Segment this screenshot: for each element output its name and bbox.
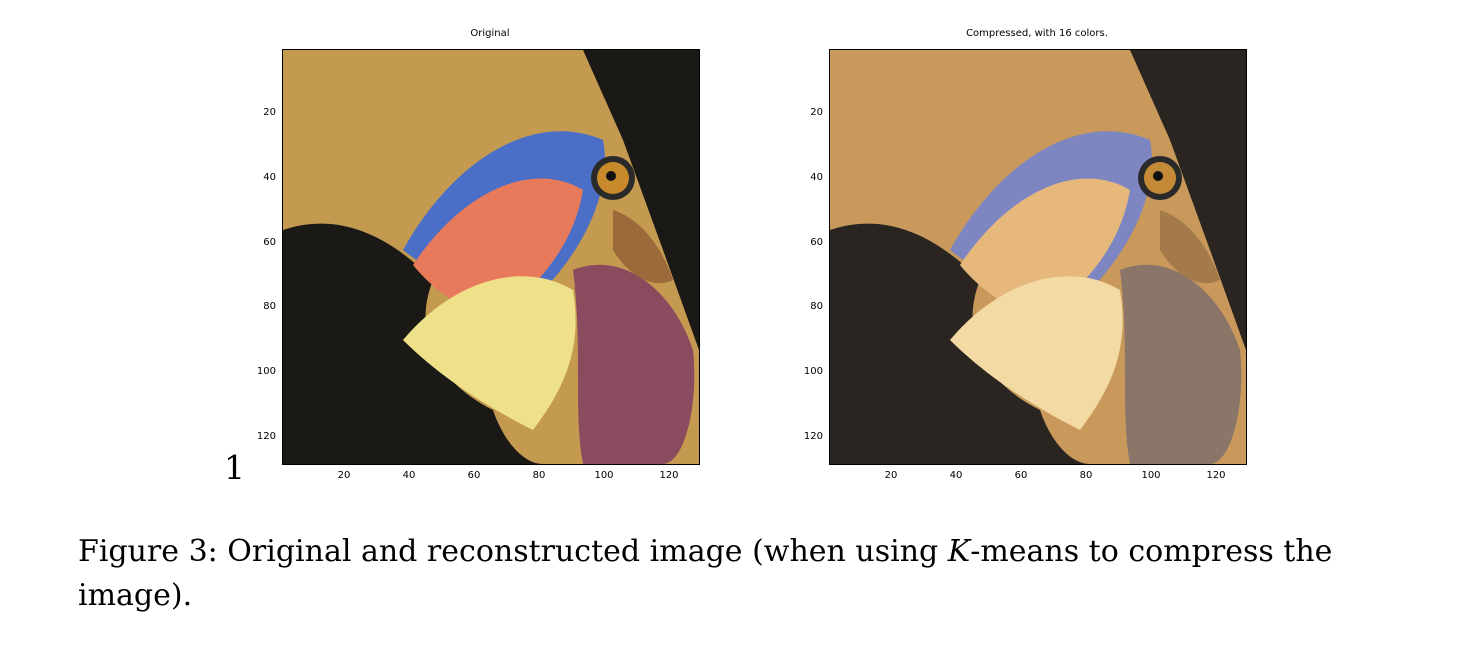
x-tick-label: 40	[402, 470, 416, 481]
page-number: 1	[224, 448, 245, 487]
neck-patch	[1160, 210, 1220, 284]
panel-title-original: Original	[470, 28, 510, 39]
x-tick-label: 100	[594, 470, 614, 481]
original-image	[282, 49, 700, 465]
y-tick-label: 20	[810, 107, 823, 118]
caption-text-end: -means to compress the image).	[78, 534, 1333, 613]
y-tick-label: 60	[263, 237, 276, 248]
figure-caption: Figure 3: Original and reconstructed ima…	[78, 530, 1408, 618]
wattle	[1120, 264, 1242, 464]
wattle	[573, 264, 695, 464]
x-tick-label: 120	[659, 470, 679, 481]
panel-title-compressed: Compressed, with 16 colors.	[966, 28, 1108, 39]
x-tick-label: 20	[337, 470, 351, 481]
eye-pupil	[606, 171, 616, 181]
dark-background-top-right	[1130, 50, 1246, 350]
caption-prefix: Figure 3:	[78, 534, 218, 569]
beak-lower	[403, 276, 576, 430]
y-tick-label: 60	[810, 237, 823, 248]
x-tick-label: 20	[884, 470, 898, 481]
x-tick-label: 80	[1079, 470, 1093, 481]
y-tick-label: 120	[256, 431, 276, 442]
compressed-image	[829, 49, 1247, 465]
beak-upper	[413, 178, 583, 320]
beak-upper	[960, 178, 1130, 320]
y-tick-label: 120	[803, 431, 823, 442]
y-tick-label: 20	[263, 107, 276, 118]
x-tick-label: 60	[467, 470, 481, 481]
y-tick-label: 80	[810, 301, 823, 312]
x-tick-label: 60	[1014, 470, 1028, 481]
y-tick-label: 40	[810, 172, 823, 183]
beak-lower	[950, 276, 1123, 430]
caption-k-symbol: K	[947, 534, 971, 569]
x-tick-label: 120	[1206, 470, 1226, 481]
eye-pupil	[1153, 171, 1163, 181]
caption-text: Original and reconstructed image (when u…	[217, 534, 948, 569]
neck-patch	[613, 210, 673, 284]
y-tick-label: 100	[803, 366, 823, 377]
x-tick-label: 100	[1141, 470, 1161, 481]
dark-background-top-right	[583, 50, 699, 350]
x-tick-label: 80	[532, 470, 546, 481]
y-tick-label: 100	[256, 366, 276, 377]
x-tick-label: 40	[949, 470, 963, 481]
y-tick-label: 80	[263, 301, 276, 312]
y-tick-label: 40	[263, 172, 276, 183]
